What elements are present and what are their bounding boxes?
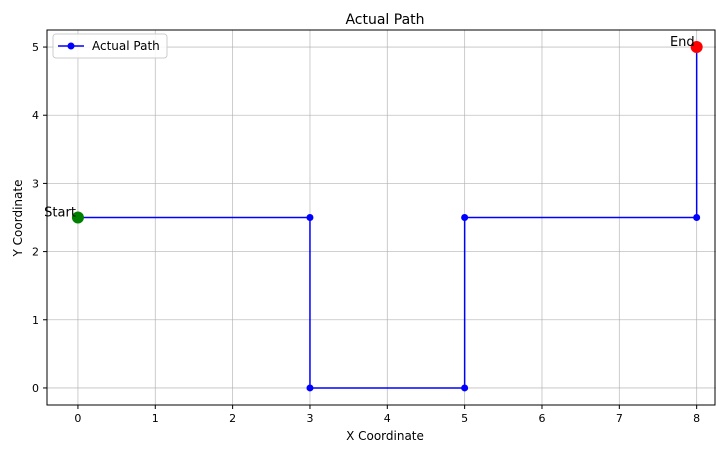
legend-entry-actual-path: Actual Path (92, 39, 160, 53)
annotations: Start End (44, 35, 703, 224)
y-axis-label: Y Coordinate (11, 180, 25, 258)
y-tick-label-1: 1 (32, 314, 39, 327)
legend-box (52, 33, 168, 59)
data-point-0-2 (306, 384, 314, 392)
y-tick-label-4: 4 (32, 109, 39, 122)
x-tick-label-5: 5 (461, 412, 468, 425)
y-tick-label-5: 5 (32, 41, 39, 54)
x-axis-label: X Coordinate (346, 429, 424, 443)
data-point-0-3 (461, 384, 469, 392)
annotation-label-start: Start (44, 206, 76, 221)
y-tick-label-2: 2 (32, 246, 39, 259)
y-tick-label-0: 0 (32, 382, 39, 395)
chart-title: Actual Path (345, 12, 424, 28)
x-tick-label-7: 7 (616, 412, 623, 425)
x-tick-label-2: 2 (229, 412, 236, 425)
x-tick-label-3: 3 (306, 412, 313, 425)
x-tick-label-1: 1 (152, 412, 159, 425)
x-tick-label-0: 0 (74, 412, 81, 425)
y-tick-label-3: 3 (32, 177, 39, 190)
annotation-marker-start (71, 211, 84, 224)
annotation-marker-end (690, 41, 703, 54)
legend: Actual Path (52, 33, 168, 59)
legend-marker (67, 42, 75, 50)
data-point-0-4 (461, 214, 469, 221)
x-tick-label-6: 6 (538, 412, 545, 425)
x-tick-label-8: 8 (693, 412, 700, 425)
axes: 0 1 2 3 4 5 6 7 8 0 1 2 3 4 5 (32, 29, 716, 425)
data-point-0-5 (693, 214, 701, 221)
plot-frame (46, 29, 716, 406)
annotation-label-end: End (670, 35, 695, 50)
x-tick-label-4: 4 (384, 412, 391, 425)
data-point-0-1 (306, 214, 314, 221)
